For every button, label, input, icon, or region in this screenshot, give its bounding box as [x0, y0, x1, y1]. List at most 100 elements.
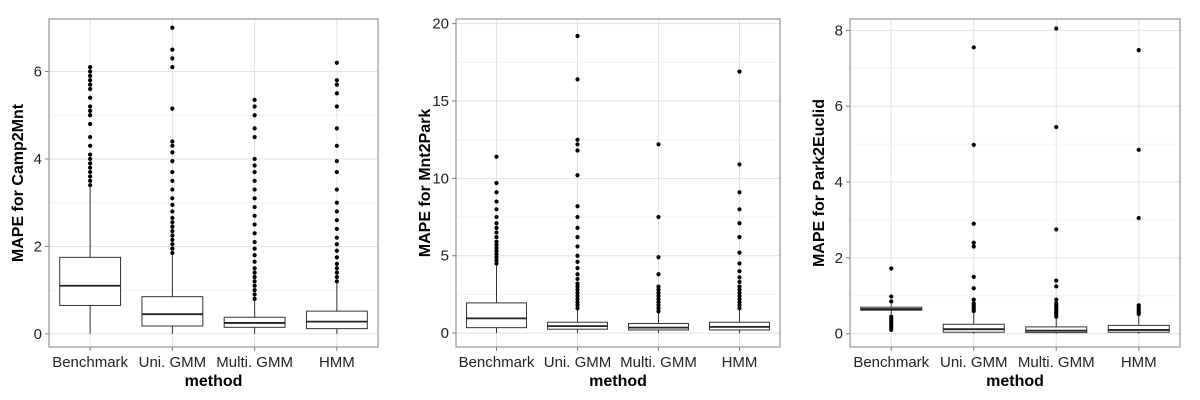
y-tick-label: 4 — [34, 151, 42, 168]
outlier-point — [334, 200, 339, 205]
outlier-point — [252, 246, 257, 251]
outlier-point — [575, 259, 580, 265]
outlier-point — [494, 214, 499, 220]
outlier-point — [334, 255, 339, 260]
x-tick-label: HMM — [1121, 354, 1157, 371]
outlier-point — [1054, 26, 1059, 31]
outlier-point — [494, 261, 499, 266]
outlier-point — [252, 288, 257, 293]
outlier-point — [252, 222, 257, 227]
outlier-point — [252, 126, 257, 131]
outlier-point — [971, 45, 976, 50]
outlier-point — [334, 226, 339, 232]
x-tick-label: Benchmark — [853, 354, 929, 371]
outlier-point — [1054, 124, 1059, 130]
outlier-point — [1136, 147, 1141, 152]
outlier-point — [1136, 215, 1141, 221]
outlier-point — [656, 272, 661, 277]
box-hmm — [1107, 47, 1170, 334]
outlier-point — [88, 86, 93, 92]
outlier-point — [252, 296, 257, 301]
outlier-point — [170, 187, 175, 192]
outlier-point — [88, 178, 93, 183]
outlier-point — [656, 255, 661, 260]
outlier-point — [575, 281, 580, 286]
box-benchmark — [860, 266, 923, 333]
y-axis-title: MAPE for Park2Euclid — [811, 99, 828, 267]
outlier-point — [334, 60, 339, 65]
y-tick-label: 2 — [34, 238, 42, 255]
outlier-point — [971, 240, 976, 245]
outlier-point — [575, 296, 580, 302]
outlier-point — [656, 296, 661, 302]
outlier-point — [170, 233, 175, 238]
y-axis-title: MAPE for Camp2Mnt — [10, 103, 27, 262]
outlier-point — [170, 159, 175, 164]
outlier-point — [575, 204, 580, 209]
x-tick-label: HMM — [319, 354, 355, 371]
outlier-point — [88, 65, 93, 70]
outlier-point — [889, 266, 894, 271]
outlier-point — [737, 275, 742, 280]
outlier-point — [494, 239, 499, 244]
outlier-point — [971, 244, 976, 249]
outlier-point — [889, 294, 894, 299]
outlier-point — [494, 221, 499, 226]
outlier-point — [252, 253, 257, 258]
outlier-point — [334, 126, 339, 131]
outlier-point — [252, 187, 257, 192]
outlier-point — [170, 224, 175, 229]
outlier-point — [252, 134, 257, 140]
outlier-point — [656, 303, 661, 308]
outlier-point — [88, 69, 93, 74]
y-tick-label: 2 — [835, 250, 843, 267]
y-tick-label: 15 — [432, 93, 449, 110]
outlier-point — [737, 162, 742, 167]
outlier-point — [170, 237, 175, 242]
outlier-point — [88, 95, 93, 100]
outlier-point — [494, 258, 499, 263]
outlier-point — [737, 269, 742, 274]
panel-2: 0 5 10 15 20 Benchmark Uni. GMM Multi. GMM HMM me… — [417, 16, 781, 390]
outlier-point — [575, 293, 580, 299]
y-tick-label: 20 — [432, 16, 449, 33]
outlier-point — [575, 225, 580, 230]
box-hmm — [305, 60, 368, 334]
outlier-point — [737, 207, 742, 212]
x-axis-title: method — [986, 373, 1044, 390]
outlier-point — [88, 174, 93, 179]
outlier-point — [334, 242, 339, 247]
outlier-point — [170, 65, 175, 70]
outlier-point — [494, 230, 499, 235]
outlier-point — [494, 225, 499, 230]
outlier-point — [494, 199, 499, 204]
x-tick-label: Uni. GMM — [544, 354, 612, 371]
outlier-point — [170, 202, 175, 207]
outlier-point — [656, 290, 661, 295]
outlier-point — [494, 190, 499, 195]
outlier-point — [170, 169, 175, 175]
outlier-point — [252, 213, 257, 218]
outlier-point — [971, 286, 976, 291]
x-tick-label: Multi. GMM — [1018, 354, 1095, 371]
outlier-point — [971, 297, 976, 302]
outlier-point — [252, 169, 257, 175]
outlier-point — [737, 261, 742, 266]
outlier-point — [575, 244, 580, 249]
outlier-point — [252, 270, 257, 275]
outlier-point — [334, 187, 339, 192]
outlier-point — [575, 303, 580, 308]
outlier-point — [334, 169, 339, 175]
outlier-point — [656, 142, 661, 147]
outlier-point — [494, 235, 499, 240]
outlier-point — [1054, 278, 1059, 283]
outlier-point — [170, 178, 175, 183]
outlier-point — [170, 196, 175, 201]
outlier-point — [737, 293, 742, 299]
outlier-point — [88, 183, 93, 188]
outlier-point — [252, 156, 257, 162]
outlier-point — [494, 154, 499, 159]
outlier-point — [170, 220, 175, 225]
outlier-point — [252, 274, 257, 280]
x-tick-label: Benchmark — [459, 354, 535, 371]
